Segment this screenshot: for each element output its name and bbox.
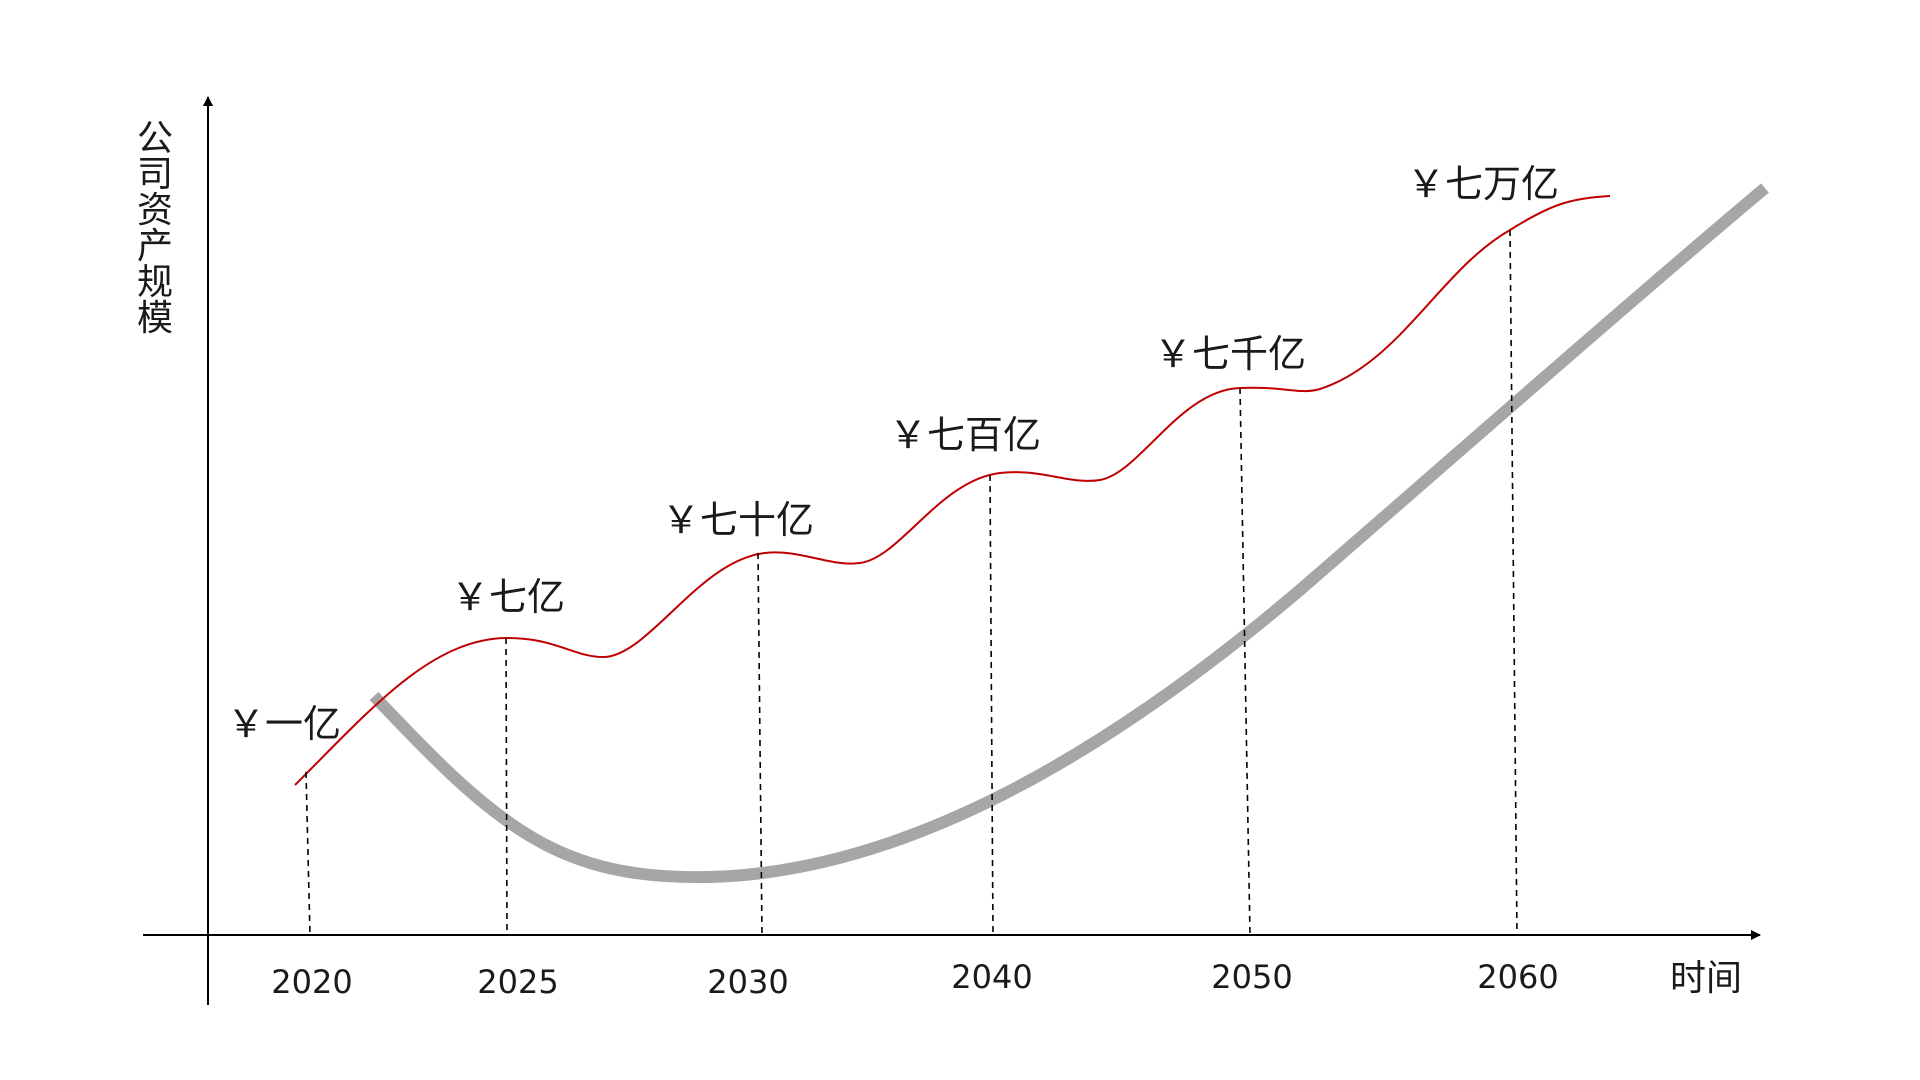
data-label: ￥七万亿 xyxy=(1407,162,1559,206)
x-tick-labels: 2020 2025 2030 2040 2050 2060 xyxy=(271,958,1558,1001)
drop-line-2025 xyxy=(505,637,508,936)
x-tick-label: 2060 xyxy=(1477,958,1558,996)
data-label: ￥七十亿 xyxy=(662,498,814,542)
x-axis-title: 时间 xyxy=(1670,958,1742,999)
data-point-2050 xyxy=(1239,387,1241,389)
data-point-2025 xyxy=(505,637,507,639)
drop-line-2020 xyxy=(305,771,311,936)
drop-lines xyxy=(305,229,1518,936)
y-axis-title: 公司资产规模 xyxy=(137,118,173,339)
x-tick-label: 2040 xyxy=(951,958,1032,996)
x-tick-label: 2020 xyxy=(271,963,352,1001)
data-point-2020 xyxy=(305,771,307,773)
data-labels: ￥一亿 ￥七亿 ￥七十亿 ￥七百亿 ￥七千亿 ￥七万亿 xyxy=(227,162,1559,746)
asset-series-line xyxy=(294,195,1611,786)
x-tick-label: 2030 xyxy=(707,963,788,1001)
data-point-2040 xyxy=(989,474,991,476)
data-label: ￥七千亿 xyxy=(1154,332,1306,376)
data-point-2060 xyxy=(1509,229,1511,231)
drop-line-2060 xyxy=(1509,229,1518,936)
axes xyxy=(143,96,1761,1005)
drop-line-2040 xyxy=(989,474,994,936)
x-tick-label: 2050 xyxy=(1211,958,1292,996)
x-tick-label: 2025 xyxy=(477,963,558,1001)
trend-curve xyxy=(369,183,1769,884)
data-label: ￥七百亿 xyxy=(889,413,1041,457)
data-point-2030 xyxy=(757,552,759,554)
drop-line-2030 xyxy=(757,552,763,936)
data-points xyxy=(305,229,1511,773)
data-label: ￥一亿 xyxy=(227,702,341,746)
drop-line-2050 xyxy=(1239,387,1251,936)
data-label: ￥七亿 xyxy=(451,575,565,619)
